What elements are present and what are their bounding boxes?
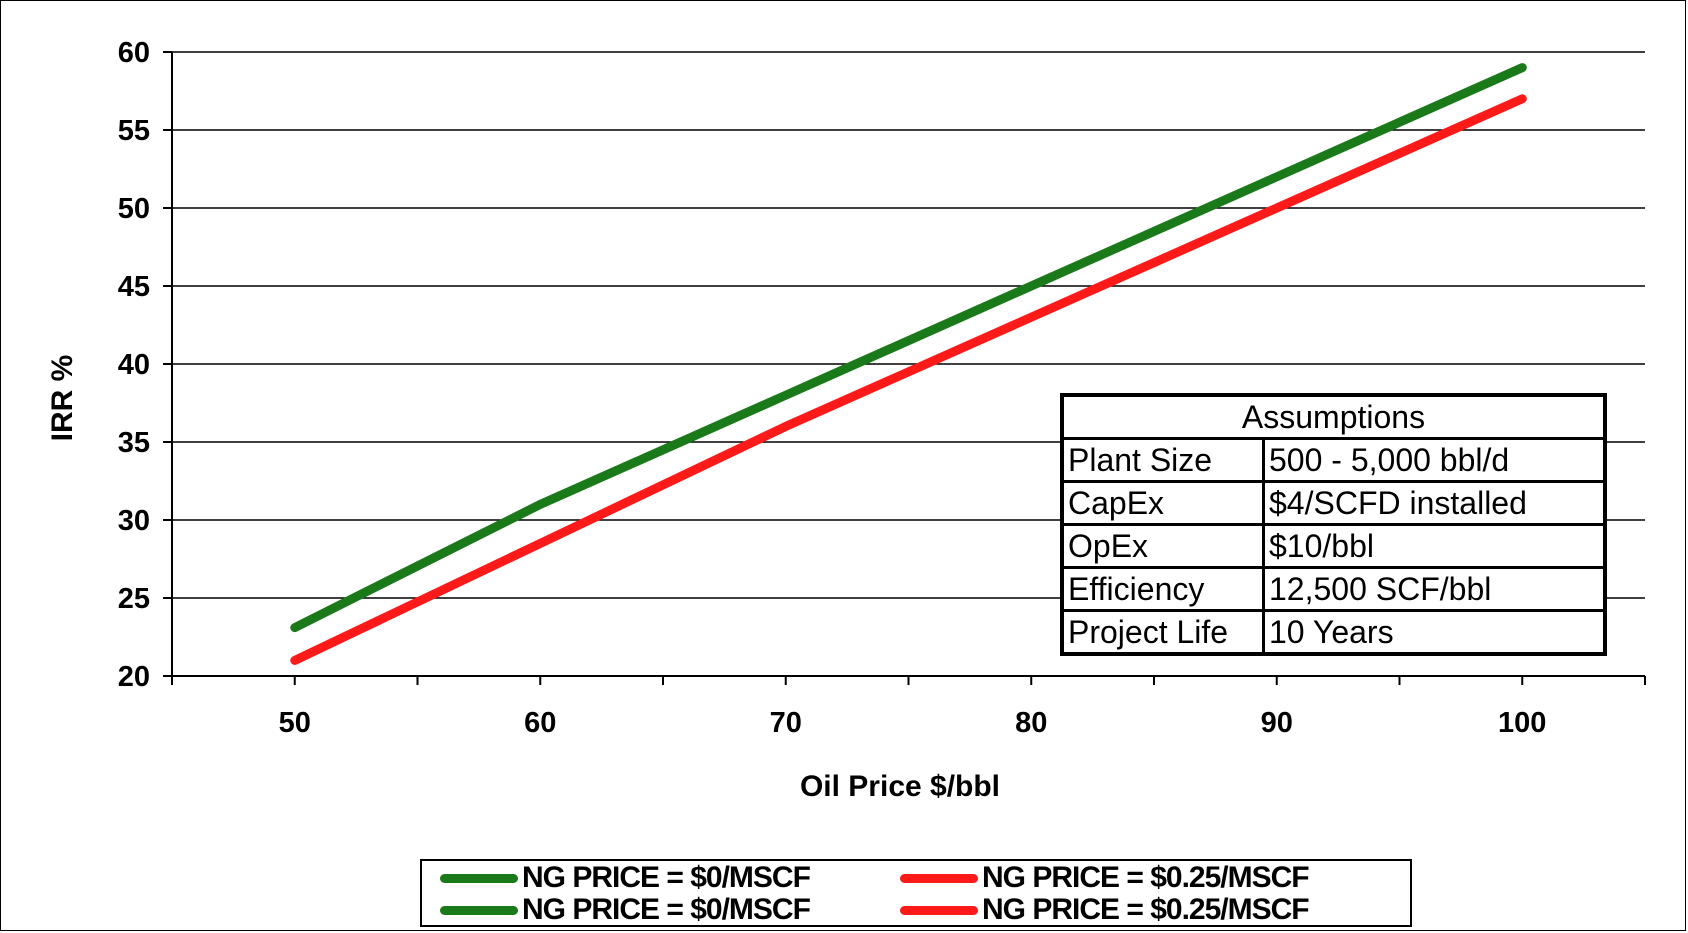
- assumptions-header-row: Assumptions: [1060, 393, 1607, 440]
- assumption-value: $4/SCFD installed: [1262, 480, 1607, 526]
- legend-entry: NG PRICE = $0.25/MSCF: [900, 861, 1310, 894]
- axes: 20 25 30 35 40 45 50 55 60 50 60 70 80 90 100: [118, 37, 1646, 739]
- series-line: [290, 94, 1527, 665]
- assumptions-table: Assumptions Plant Size 500 - 5,000 bbl/d…: [1060, 393, 1607, 656]
- y-tick-label: 60: [118, 37, 150, 69]
- legend-label: NG PRICE = $0.25/MSCF: [982, 861, 1310, 894]
- legend-label: NG PRICE = $0.25/MSCF: [982, 893, 1310, 926]
- y-tick-label: 45: [118, 271, 150, 303]
- assumptions-row: CapEx $4/SCFD installed: [1060, 480, 1607, 526]
- legend-swatch: [440, 873, 518, 883]
- assumption-value: 10 Years: [1262, 609, 1607, 656]
- x-tick-label: 80: [1015, 707, 1047, 739]
- y-axis-label: IRR %: [46, 355, 79, 442]
- y-tick-label: 35: [118, 427, 150, 459]
- x-axis-label: Oil Price $/bbl: [800, 770, 1000, 803]
- legend-swatch: [900, 905, 978, 915]
- assumptions-row: Efficiency 12,500 SCF/bbl: [1060, 566, 1607, 612]
- assumptions-row: Plant Size 500 - 5,000 bbl/d: [1060, 437, 1607, 483]
- assumption-value: $10/bbl: [1262, 523, 1607, 569]
- assumption-value: 12,500 SCF/bbl: [1262, 566, 1607, 612]
- legend-swatch: [440, 905, 518, 915]
- legend-entry: NG PRICE = $0/MSCF: [440, 861, 811, 894]
- y-tick-label: 20: [118, 661, 150, 693]
- y-tick-label: 25: [118, 583, 150, 615]
- x-tick-label: 90: [1261, 707, 1293, 739]
- x-tick-label: 50: [279, 707, 311, 739]
- assumption-label: Efficiency: [1060, 566, 1265, 612]
- assumptions-row: Project Life 10 Years: [1060, 609, 1607, 656]
- legend-label: NG PRICE = $0/MSCF: [522, 861, 811, 894]
- legend-label: NG PRICE = $0/MSCF: [522, 893, 811, 926]
- assumption-value: 500 - 5,000 bbl/d: [1262, 437, 1607, 483]
- assumption-label: CapEx: [1060, 480, 1265, 526]
- assumption-label: OpEx: [1060, 523, 1265, 569]
- y-tick-label: 50: [118, 193, 150, 225]
- y-tick-label: 55: [118, 115, 150, 147]
- assumptions-row: OpEx $10/bbl: [1060, 523, 1607, 569]
- x-tick-label: 70: [770, 707, 802, 739]
- x-tick-label: 100: [1498, 707, 1546, 739]
- assumption-label: Project Life: [1060, 609, 1265, 656]
- series-lines: [290, 63, 1527, 665]
- assumption-label: Plant Size: [1060, 437, 1265, 483]
- y-tick-label: 30: [118, 505, 150, 537]
- legend-swatch: [900, 873, 978, 883]
- chart-legend: NG PRICE = $0/MSCF NG PRICE = $0.25/MSCF…: [420, 859, 1412, 927]
- series-line: [290, 63, 1527, 633]
- legend-entry: NG PRICE = $0/MSCF: [440, 893, 811, 926]
- y-tick-label: 40: [118, 349, 150, 381]
- legend-entry: NG PRICE = $0.25/MSCF: [900, 893, 1310, 926]
- x-tick-label: 60: [524, 707, 556, 739]
- assumptions-title: Assumptions: [1060, 393, 1607, 440]
